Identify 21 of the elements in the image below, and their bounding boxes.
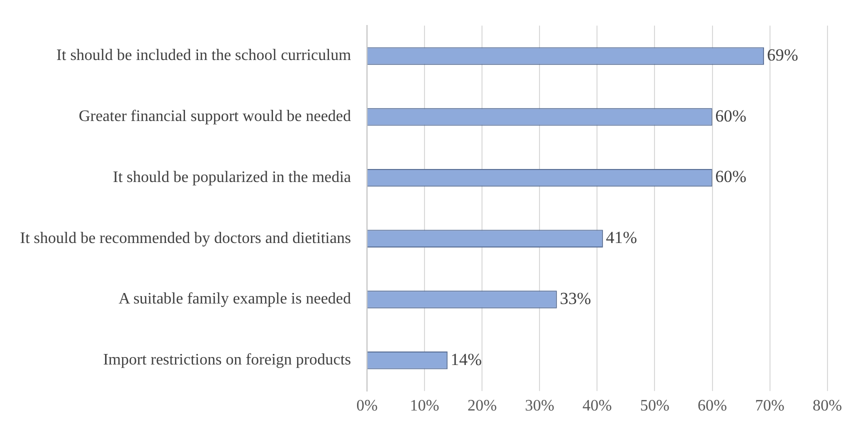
x-tick-label: 60% — [698, 398, 727, 415]
y-tick-label: It should be recommended by doctors and dietitians — [20, 230, 352, 247]
y-tick-label: Greater financial support would be needed — [78, 108, 352, 126]
data-label: 14% — [450, 350, 482, 369]
data-label: 69% — [767, 46, 798, 64]
x-tick-label: 0% — [356, 398, 378, 415]
x-tick-label: 30% — [524, 398, 554, 415]
x-tick-label: 20% — [467, 398, 497, 415]
y-tick-label: Import restrictions on foreign products — [103, 352, 352, 369]
y-tick-label: A suitable family example is needed — [118, 290, 352, 308]
data-label: 41% — [606, 228, 638, 248]
x-tick-label: 10% — [410, 398, 440, 415]
x-tick-label: 40% — [582, 398, 612, 415]
x-tick-label: 50% — [640, 398, 670, 415]
y-tick-label: It should be included in the school curriculum — [56, 47, 352, 64]
data-label: 60% — [715, 106, 746, 126]
data-label: 60% — [715, 167, 746, 186]
data-label: 33% — [560, 288, 592, 308]
x-tick-label: 70% — [755, 398, 784, 415]
y-tick-label: It should be popularized in the media — [112, 168, 352, 186]
x-tick-label: 80% — [812, 398, 842, 415]
